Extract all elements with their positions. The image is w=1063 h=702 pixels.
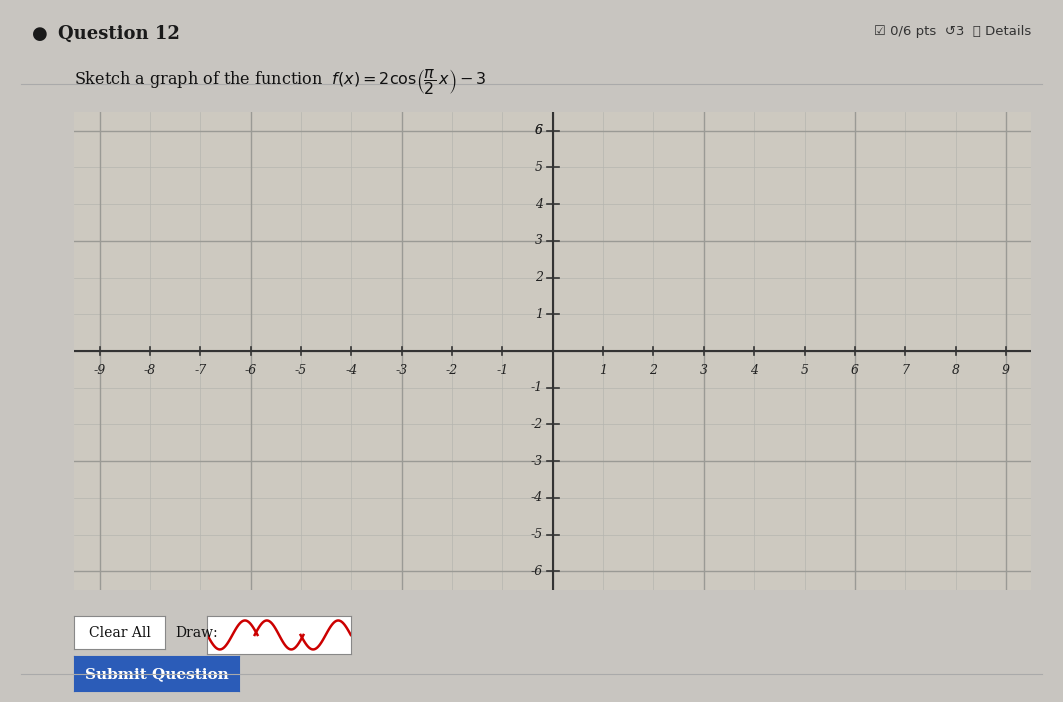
Text: 6: 6 [535,124,543,137]
Text: 3: 3 [699,364,708,377]
Text: 1: 1 [600,364,607,377]
Text: 4: 4 [750,364,758,377]
Text: 5: 5 [800,364,809,377]
Text: Clear All: Clear All [88,625,151,640]
Text: Question 12: Question 12 [58,25,181,43]
Text: -3: -3 [530,455,543,468]
Text: 9: 9 [1002,364,1010,377]
Text: 3: 3 [535,234,543,247]
Text: 8: 8 [951,364,960,377]
Text: -9: -9 [94,364,105,377]
Text: -5: -5 [294,364,307,377]
Text: -8: -8 [144,364,156,377]
Text: -1: -1 [496,364,508,377]
Text: 5: 5 [535,161,543,174]
Text: Submit Question: Submit Question [85,667,229,681]
Text: -6: -6 [530,565,543,578]
Text: -3: -3 [395,364,408,377]
Text: -2: -2 [446,364,458,377]
Text: -6: -6 [244,364,257,377]
Text: 2: 2 [535,271,543,284]
Text: ☑ 0/6 pts  ↺3  ⓘ Details: ☑ 0/6 pts ↺3 ⓘ Details [874,25,1031,38]
Text: 1: 1 [535,307,543,321]
Text: 4: 4 [535,198,543,211]
Text: -7: -7 [195,364,206,377]
Text: -4: -4 [530,491,543,504]
Text: -1: -1 [530,381,543,395]
Text: Draw:: Draw: [175,626,218,640]
Text: 2: 2 [649,364,657,377]
Text: Sketch a graph of the function  $f(x) = 2\cos\!\left(\dfrac{\pi}{2}\,x\right) - : Sketch a graph of the function $f(x) = 2… [74,67,487,97]
Text: -2: -2 [530,418,543,431]
Text: 6: 6 [535,124,543,137]
Text: 6: 6 [850,364,859,377]
Text: 7: 7 [901,364,909,377]
Text: -5: -5 [530,528,543,541]
Text: -4: -4 [345,364,357,377]
Text: ●: ● [32,25,48,43]
